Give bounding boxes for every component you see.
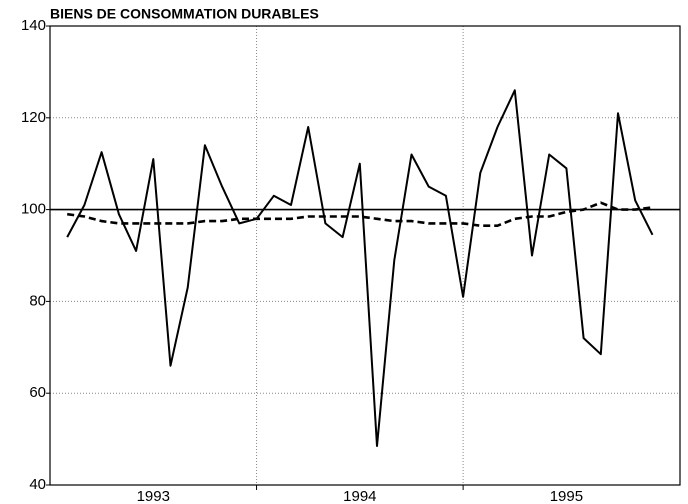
y-tick-label: 100 bbox=[21, 201, 46, 218]
y-tick-label: 60 bbox=[29, 384, 46, 401]
y-tick-label: 120 bbox=[21, 109, 46, 126]
y-tick-label: 40 bbox=[29, 476, 46, 493]
chart-title: BIENS DE CONSOMMATION DURABLES bbox=[50, 6, 319, 22]
series-line bbox=[67, 201, 653, 227]
x-tick-label: 1995 bbox=[550, 488, 583, 504]
series-line bbox=[66, 89, 654, 447]
y-tick-label: 140 bbox=[21, 17, 46, 34]
plot-frame bbox=[49, 25, 681, 486]
x-tick-label: 1993 bbox=[137, 488, 170, 504]
x-tick-label: 1994 bbox=[343, 488, 376, 504]
y-tick-label: 80 bbox=[29, 292, 46, 309]
